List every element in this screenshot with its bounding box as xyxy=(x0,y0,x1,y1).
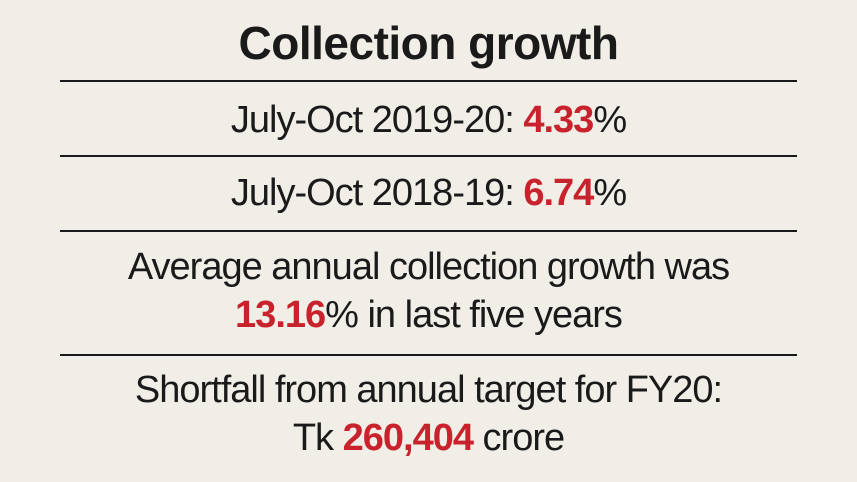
stat-unit: % xyxy=(593,99,627,141)
stat-row-2019-20: July-Oct 2019-20: 4.33% xyxy=(0,96,857,144)
stat-value-line: Tk 260,404 crore xyxy=(0,414,857,462)
stat-label: Average annual collection growth was xyxy=(127,246,730,288)
infographic-title: Collection growth xyxy=(238,17,619,69)
stat-value: 13.16 xyxy=(235,294,326,336)
stat-value: 260,404 xyxy=(342,417,474,459)
stat-unit: % xyxy=(593,172,627,214)
divider xyxy=(60,354,797,356)
stat-label: July-Oct 2018-19: xyxy=(230,172,524,214)
currency-prefix: Tk xyxy=(292,417,343,459)
stat-label-tail: % in last five years xyxy=(325,294,623,336)
divider xyxy=(60,230,797,232)
divider xyxy=(60,80,797,82)
stat-row-average-growth: Average annual collection growth was 13.… xyxy=(0,243,857,339)
stat-value-line: 13.16% in last five years xyxy=(0,291,857,339)
stat-row-shortfall: Shortfall from annual target for FY20: T… xyxy=(0,366,857,462)
stat-value: 4.33 xyxy=(523,99,594,141)
stat-value: 6.74 xyxy=(523,172,594,214)
stat-label: Shortfall from annual target for FY20: xyxy=(134,369,723,411)
divider xyxy=(60,155,797,157)
stat-label: July-Oct 2019-20: xyxy=(230,99,524,141)
stat-row-2018-19: July-Oct 2018-19: 6.74% xyxy=(0,169,857,217)
stat-unit: crore xyxy=(473,417,566,459)
